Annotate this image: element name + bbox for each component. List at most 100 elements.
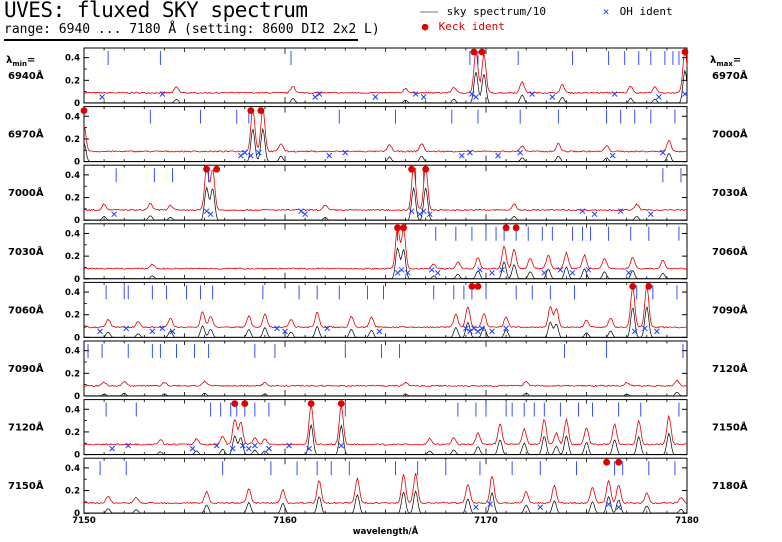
y-tick-label: 0.2: [65, 194, 80, 204]
panel-lambda-max: 7120Å: [712, 362, 748, 375]
panel-lambda-min: 7090Å: [8, 362, 44, 375]
y-tick-label: 0: [74, 99, 80, 109]
oh-ident-marker: [459, 152, 465, 159]
keck-ident-marker: [394, 224, 401, 232]
oh-ident-marker: [404, 269, 411, 276]
oh-ident-marker: [473, 94, 479, 100]
oh-ident-marker: [159, 325, 166, 332]
oh-ident-marker: [477, 266, 483, 273]
oh-ident-marker: [617, 208, 624, 215]
oh-ident-marker: [111, 211, 118, 218]
oh-ident-marker: [282, 328, 288, 335]
sky-spectrum-line: [84, 423, 687, 456]
y-tick-label: 0.2: [65, 76, 80, 86]
oh-ident-marker: [229, 445, 236, 452]
oh-ident-marker: [394, 269, 401, 276]
y-tick-label: 0.4: [65, 288, 80, 298]
legend: sky spectrum/10 × OH ident ● Keck ident: [418, 4, 718, 38]
legend-oh-marker: ×: [602, 5, 610, 18]
keck-ident-marker: [203, 165, 211, 173]
oh-ident-marker: [266, 445, 272, 452]
oh-ident-marker: [342, 149, 349, 156]
panel-lambda-min: 7000Å: [8, 186, 44, 199]
oh-ident-marker: [479, 325, 485, 332]
oh-ident-marker: [169, 328, 176, 335]
x-tick-label: 7170: [474, 516, 498, 526]
oh-ident-marker: [609, 152, 616, 159]
y-tick-label: 0: [74, 158, 80, 168]
panel-lambda-max: 7090Å: [712, 303, 748, 316]
oh-ident-marker: [372, 94, 379, 100]
oh-ident-marker: [245, 445, 252, 452]
oh-ident-marker: [467, 328, 473, 335]
keck-ident-marker: [408, 165, 416, 173]
flux-spectrum-line: [83, 472, 688, 505]
oh-ident-marker: [420, 208, 427, 215]
panel-lambda-min: 7150Å: [8, 479, 44, 492]
lambda-max-header: λmax=: [710, 55, 741, 68]
oh-ident-marker: [503, 325, 509, 332]
oh-ident-marker: [585, 266, 592, 273]
oh-ident-marker: [241, 149, 248, 156]
legend-keck-marker: ●: [421, 20, 429, 33]
keck-ident-marker: [470, 48, 478, 56]
oh-ident-marker: [495, 152, 501, 159]
oh-ident-marker: [109, 445, 115, 452]
keck-ident-marker: [615, 458, 623, 466]
oh-ident-marker: [631, 328, 638, 335]
legend-line-swatch: [420, 11, 438, 13]
keck-ident-marker: [603, 458, 610, 466]
panel-lambda-max: 6970Å: [712, 69, 748, 82]
y-tick-label: 0.2: [65, 428, 80, 438]
oh-ident-marker: [611, 91, 618, 97]
oh-ident-marker: [274, 325, 280, 332]
sky-spectrum-line: [84, 392, 687, 397]
keck-ident-marker: [512, 224, 520, 232]
keck-ident-marker: [422, 165, 430, 173]
panel-lambda-max: 7030Å: [712, 186, 748, 199]
oh-ident-marker: [537, 504, 544, 511]
title-underline: [4, 39, 358, 41]
keck-ident-marker: [257, 107, 265, 114]
y-tick-label: 0.4: [65, 171, 80, 181]
keck-ident-marker: [629, 283, 637, 290]
oh-ident-marker: [647, 211, 654, 218]
panel-lambda-max: 7000Å: [712, 128, 748, 141]
y-tick-label: 0.2: [65, 369, 80, 379]
sky-spectrum-line: [84, 69, 688, 104]
oh-ident-marker: [398, 266, 405, 273]
y-tick-label: 0.4: [65, 347, 80, 357]
oh-ident-marker: [682, 91, 688, 97]
panel-lambda-max: 7150Å: [712, 421, 748, 434]
y-tick-label: 0.2: [65, 487, 80, 497]
panel-frame: [83, 106, 688, 163]
y-tick-label: 0.2: [65, 252, 80, 262]
oh-ident-marker: [615, 504, 622, 511]
x-tick-label: 7150: [72, 516, 96, 526]
oh-ident-marker: [256, 149, 262, 156]
sky-spectrum-line: [83, 127, 687, 162]
y-tick-label: 0.4: [65, 405, 80, 415]
oh-ident-marker: [251, 442, 258, 449]
flux-spectrum-line: [83, 379, 688, 388]
oh-ident-marker: [579, 208, 586, 215]
keck-ident-marker: [681, 48, 689, 56]
oh-ident-marker: [239, 442, 246, 449]
x-tick-label: 7160: [273, 516, 297, 526]
oh-ident-marker: [213, 442, 220, 449]
oh-ident-marker: [569, 269, 576, 276]
y-tick-label: 0: [74, 392, 80, 402]
oh-ident-marker: [653, 328, 660, 335]
legend-entry-oh: × OH ident: [599, 5, 673, 18]
oh-ident-marker: [426, 211, 433, 218]
flux-spectrum-line: [83, 51, 688, 95]
keck-ident-marker: [247, 107, 255, 114]
oh-ident-marker: [541, 269, 548, 276]
oh-ident-marker: [408, 208, 415, 215]
oh-ident-marker: [517, 149, 524, 156]
oh-ident-marker: [298, 208, 304, 215]
keck-ident-marker: [478, 48, 486, 56]
oh-ident-marker: [123, 325, 130, 332]
keck-ident-marker: [400, 224, 407, 232]
